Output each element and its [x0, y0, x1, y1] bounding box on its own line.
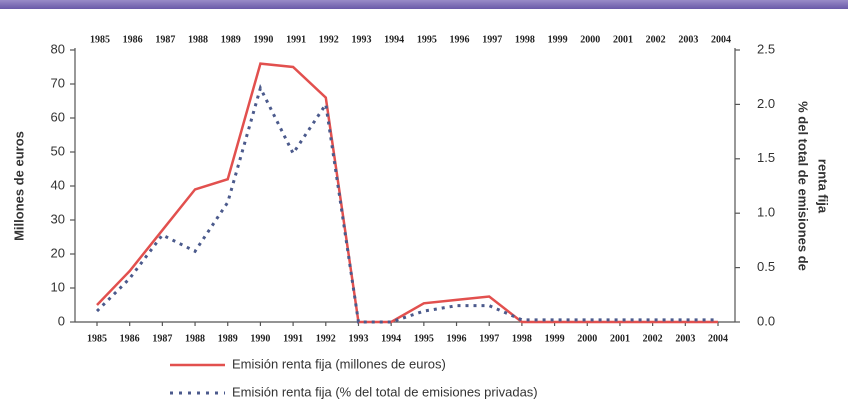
- x-tick-label: 1986: [120, 333, 140, 344]
- x-tick-label: 1994: [381, 333, 401, 344]
- x-top-label: 1985: [90, 34, 110, 45]
- x-top-label: 1997: [482, 34, 502, 45]
- x-tick-label: 1995: [414, 333, 434, 344]
- x-top-label: 1988: [188, 34, 208, 45]
- y-tick-label: 0: [58, 313, 65, 328]
- x-tick-label: 1998: [512, 333, 532, 344]
- x-tick-label: 1991: [283, 333, 303, 344]
- x-top-label: 2001: [613, 34, 633, 45]
- x-tick-label: 1992: [316, 333, 336, 344]
- y-tick-label: 40: [51, 177, 65, 192]
- x-tick-label: 1985: [87, 333, 107, 344]
- x-tick-label: 1997: [479, 333, 499, 344]
- y-tick-label: 50: [51, 143, 65, 158]
- x-top-label: 1987: [155, 34, 175, 45]
- legend-label: Emisión renta fija (millones de euros): [232, 356, 446, 371]
- x-top-label: 2002: [646, 34, 666, 45]
- x-tick-label: 1990: [250, 333, 270, 344]
- header-bar: [0, 0, 848, 9]
- data-line: [96, 62, 718, 324]
- y2-label: % del total de emisiones de: [796, 101, 811, 271]
- x-tick-label: 1996: [447, 333, 467, 344]
- legend-label: Emisión renta fija (% del total de emisi…: [232, 384, 538, 399]
- x-top-label: 1994: [384, 34, 404, 45]
- y-tick-label: 10: [51, 279, 65, 294]
- y2-tick-label: 1.0: [757, 205, 775, 220]
- x-top-label: 1998: [515, 34, 535, 45]
- x-top-label: 1991: [286, 34, 306, 45]
- y2-tick-label: 0.5: [757, 259, 775, 274]
- x-tick-label: 2004: [708, 333, 728, 344]
- y-tick-label: 20: [51, 245, 65, 260]
- x-top-label: 1986: [123, 34, 143, 45]
- x-tick-label: 1987: [152, 333, 172, 344]
- x-top-label: 2004: [711, 34, 731, 45]
- x-top-label: 1993: [351, 34, 371, 45]
- x-top-label: 2000: [580, 34, 600, 45]
- y-tick-label: 30: [51, 211, 65, 226]
- x-tick-label: 2002: [643, 333, 663, 344]
- y2-label: renta fija: [816, 159, 831, 214]
- y2-tick-label: 2.5: [757, 41, 775, 56]
- y-tick-label: 70: [51, 75, 65, 90]
- x-tick-label: 1999: [545, 333, 565, 344]
- x-tick-label: 1988: [185, 333, 205, 344]
- x-tick-label: 1993: [348, 333, 368, 344]
- x-top-label: 1999: [548, 34, 568, 45]
- x-top-label: 1992: [319, 34, 339, 45]
- x-tick-label: 2001: [610, 333, 630, 344]
- x-top-label: 1990: [253, 34, 273, 45]
- x-top-label: 1995: [417, 34, 437, 45]
- x-tick-label: 2003: [675, 333, 695, 344]
- y-label: Millones de euros: [11, 131, 26, 241]
- y2-tick-label: 1.5: [757, 150, 775, 165]
- data-line: [95, 83, 718, 324]
- x-tick-label: 1989: [218, 333, 238, 344]
- x-tick-label: 2000: [577, 333, 597, 344]
- y-tick-label: 80: [51, 41, 65, 56]
- x-top-label: 1989: [221, 34, 241, 45]
- y-tick-label: 60: [51, 109, 65, 124]
- x-top-label: 2003: [678, 34, 698, 45]
- x-top-label: 1996: [450, 34, 470, 45]
- y2-tick-label: 2.0: [757, 96, 775, 111]
- y2-tick-label: 0.0: [757, 313, 775, 328]
